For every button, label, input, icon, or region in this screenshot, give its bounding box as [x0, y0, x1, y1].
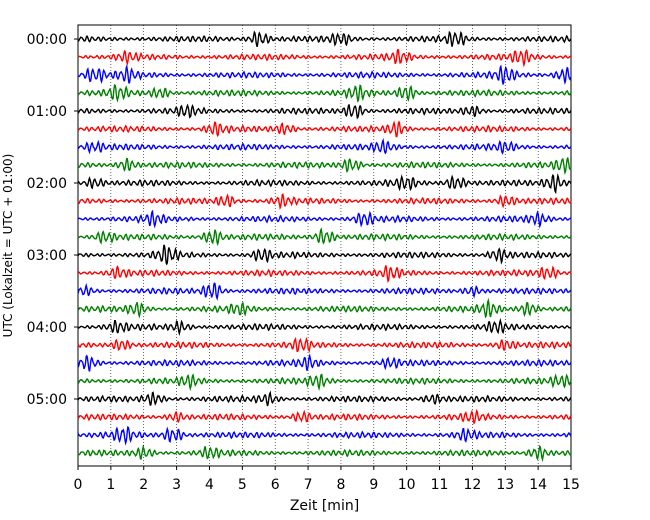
y-tick-label-3: 03:00	[27, 248, 67, 264]
y-tick-label-1: 01:00	[27, 104, 67, 120]
trace-0230	[77, 209, 572, 229]
x-tick-label-8: 8	[336, 477, 345, 493]
trace-0545	[77, 444, 572, 463]
x-tick-label-9: 9	[369, 477, 378, 493]
trace-0245	[77, 227, 572, 247]
trace-0100	[77, 103, 572, 120]
trace-0415	[77, 336, 572, 354]
y-axis-title: UTC (Lokalzeit = UTC + 01:00)	[1, 154, 15, 338]
trace-0045	[77, 83, 572, 103]
trace-0115	[77, 120, 572, 138]
trace-0145	[77, 157, 572, 176]
trace-0430	[77, 353, 572, 372]
trace-0530	[77, 425, 572, 446]
trace-0400	[77, 317, 572, 337]
x-tick-label-5: 5	[238, 477, 247, 493]
x-tick-label-0: 0	[74, 477, 83, 493]
x-tick-label-15: 15	[562, 477, 580, 493]
trace-0000	[77, 30, 572, 48]
trace-0215	[77, 193, 572, 211]
trace-series	[77, 30, 572, 463]
y-tick-label-2: 02:00	[27, 176, 67, 192]
trace-0315	[77, 265, 572, 283]
trace-0330	[77, 282, 572, 301]
y-tick-label-0: 00:00	[27, 32, 67, 48]
x-tick-label-13: 13	[496, 477, 514, 493]
trace-0500	[77, 390, 572, 407]
x-tick-label-12: 12	[463, 477, 481, 493]
trace-0445	[77, 373, 572, 392]
x-axis-ticks: 0 1 2 3 4 5 6 7 8 9 10 11 12 13 14 15	[74, 466, 580, 493]
x-tick-label-4: 4	[205, 477, 214, 493]
x-tick-label-11: 11	[431, 477, 449, 493]
trace-0300	[77, 244, 572, 266]
x-axis-title: Zeit [min]	[290, 498, 359, 514]
y-tick-label-5: 05:00	[27, 392, 67, 408]
y-axis-ticks: 00:00 01:00 02:00 03:00 04:00 05:00	[27, 32, 78, 408]
trace-0200	[77, 173, 572, 195]
trace-0015	[77, 48, 572, 68]
x-tick-label-6: 6	[271, 477, 280, 493]
trace-0515	[77, 408, 572, 425]
trace-0130	[77, 137, 572, 155]
x-tick-label-14: 14	[529, 477, 547, 493]
x-tick-label-10: 10	[398, 477, 416, 493]
trace-0030	[77, 63, 572, 86]
x-tick-label-1: 1	[106, 477, 115, 493]
x-tick-label-2: 2	[139, 477, 148, 493]
y-tick-label-4: 04:00	[27, 320, 67, 336]
plot-frame	[77, 24, 572, 467]
x-tick-label-3: 3	[172, 477, 181, 493]
trace-0345	[77, 297, 572, 319]
x-tick-label-7: 7	[304, 477, 313, 493]
